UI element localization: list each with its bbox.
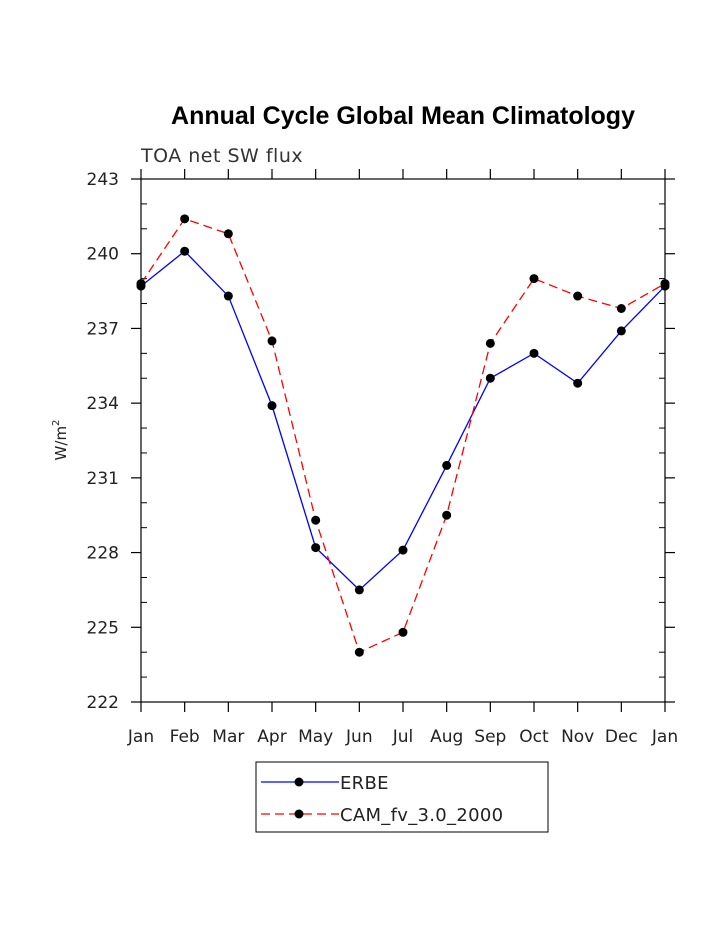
y-tick-label: 237	[87, 319, 119, 339]
x-tick-label: Jul	[392, 727, 414, 747]
data-point	[660, 279, 670, 289]
x-tick-label: Apr	[257, 727, 286, 747]
y-axis-label-base: W/m	[52, 426, 70, 461]
x-tick-label: Jun	[345, 727, 373, 747]
axes: Jan Feb Mar Apr May Jun Jul Aug Sep Oct Nov Dec Jan 2…	[87, 169, 678, 747]
x-tick-label: Dec	[605, 727, 638, 747]
data-point	[573, 291, 583, 301]
data-point	[485, 338, 495, 348]
data-point	[573, 378, 583, 388]
y-tick-label: 243	[87, 170, 119, 190]
x-tick-label: May	[298, 727, 333, 747]
x-tick-label: Jan	[127, 727, 154, 747]
legend-marker	[294, 809, 304, 819]
legend-label: ERBE	[340, 773, 389, 794]
data-point	[616, 304, 626, 314]
data-point	[442, 460, 452, 470]
data-point	[180, 246, 190, 256]
data-point	[223, 229, 233, 239]
plot-frame	[140, 178, 666, 703]
data-point	[485, 373, 495, 383]
series-line	[140, 218, 666, 654]
x-tick-label: Mar	[212, 727, 244, 747]
data-point	[529, 348, 539, 358]
data-point	[267, 336, 277, 346]
data-point	[311, 515, 321, 525]
y-tick-label: 231	[87, 469, 119, 489]
chart-subtitle: TOA net SW flux	[140, 145, 303, 167]
x-tick-label: Jan	[651, 727, 678, 747]
y-axis-label-superscript: 2	[51, 420, 62, 426]
data-point	[267, 401, 277, 411]
chart-title: Annual Cycle Global Mean Climatology	[171, 102, 635, 130]
data-point	[398, 627, 408, 637]
legend-label: CAM_fv_3.0_2000	[340, 805, 503, 826]
data-point	[354, 585, 364, 595]
data-point	[354, 647, 364, 657]
legend: ERBE CAM_fv_3.0_2000	[255, 761, 549, 833]
series-layer	[136, 214, 670, 657]
data-point	[529, 274, 539, 284]
x-tick-label: Sep	[474, 727, 506, 747]
y-tick-label: 222	[87, 693, 119, 713]
x-tick-label: Aug	[430, 727, 463, 747]
legend-marker	[294, 777, 304, 787]
data-point	[442, 510, 452, 520]
y-axis-label: W/m2	[51, 420, 70, 461]
series-group	[136, 214, 670, 657]
y-tick-label: 225	[87, 618, 119, 638]
x-tick-label: Feb	[170, 727, 200, 747]
legend-box	[255, 761, 549, 833]
y-tick-label: 240	[87, 245, 119, 265]
series-line	[140, 250, 666, 591]
y-tick-label: 228	[87, 544, 119, 564]
x-tick-label: Nov	[561, 727, 594, 747]
data-point	[180, 214, 190, 224]
y-tick-label: 234	[87, 394, 119, 414]
data-point	[398, 545, 408, 555]
data-point	[311, 543, 321, 553]
data-point	[136, 279, 146, 289]
x-tick-label: Oct	[519, 727, 549, 747]
data-point	[223, 291, 233, 301]
data-point	[616, 326, 626, 336]
